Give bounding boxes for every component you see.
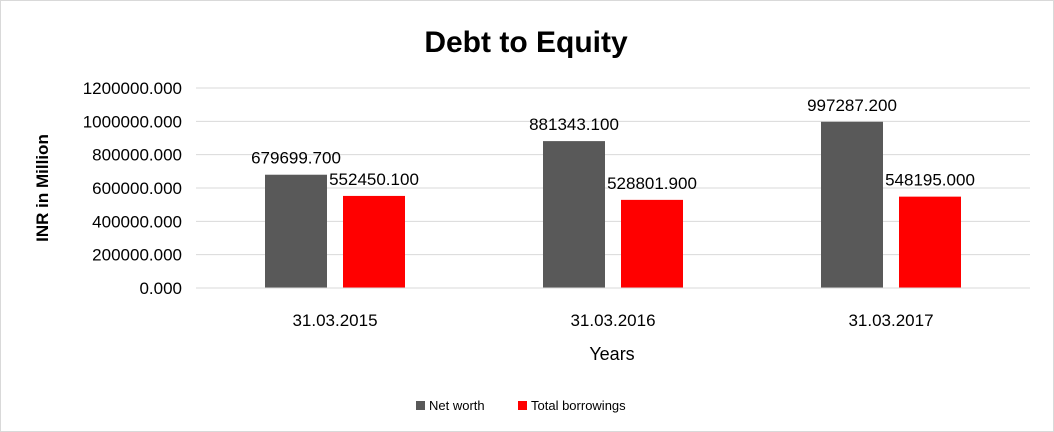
- y-tick-label: 600000.000: [92, 179, 182, 198]
- legend-label-net-worth: Net worth: [429, 398, 485, 413]
- x-tick-label: 31.03.2017: [848, 311, 933, 330]
- y-axis-title: INR in Million: [33, 134, 52, 242]
- gridlines: [196, 87, 1030, 256]
- x-tick-label: 31.03.2016: [570, 311, 655, 330]
- y-tick-label: 800000.000: [92, 146, 182, 165]
- data-label: 997287.200: [807, 96, 897, 115]
- data-label: 552450.100: [329, 170, 419, 189]
- chart-title: Debt to Equity: [424, 26, 628, 59]
- bar-total-borrowings: [899, 196, 961, 288]
- bar-total-borrowings: [343, 195, 405, 288]
- x-tick-label: 31.03.2015: [292, 311, 377, 330]
- legend-swatch-total-borrowings: [518, 401, 527, 410]
- x-axis-ticks: 31.03.2015 31.03.2016 31.03.2017: [292, 311, 933, 330]
- y-tick-label: 0.000: [139, 279, 182, 298]
- y-tick-label: 1200000.000: [83, 79, 182, 98]
- data-label: 528801.900: [607, 174, 697, 193]
- y-tick-label: 1000000.000: [83, 112, 182, 131]
- y-axis-ticks: 0.000 200000.000 400000.000 600000.000 80000…: [83, 79, 182, 298]
- data-labels: 679699.700 552450.100 881343.100 528801.900…: [251, 96, 975, 193]
- data-label: 881343.100: [529, 115, 619, 134]
- legend-label-total-borrowings: Total borrowings: [531, 398, 626, 413]
- bar-net-worth: [543, 141, 605, 288]
- legend-swatch-net-worth: [416, 401, 425, 410]
- bars: [265, 121, 961, 289]
- y-tick-label: 200000.000: [92, 246, 182, 265]
- bar-total-borrowings: [621, 199, 683, 288]
- bar-net-worth: [821, 121, 883, 289]
- data-label: 548195.000: [885, 171, 975, 190]
- bar-net-worth: [265, 174, 327, 288]
- y-tick-label: 400000.000: [92, 212, 182, 231]
- x-axis-title: Years: [589, 344, 634, 364]
- data-label: 679699.700: [251, 149, 341, 168]
- legend: Net worth Total borrowings: [416, 398, 626, 413]
